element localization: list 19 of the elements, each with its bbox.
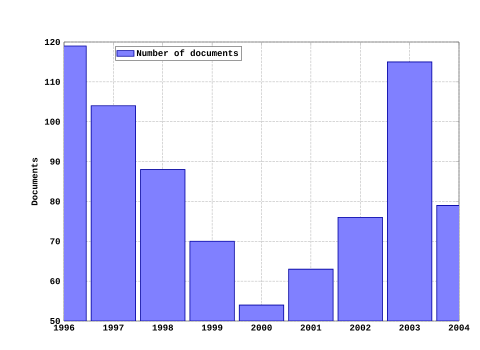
y-tick-label: 70 bbox=[50, 238, 60, 244]
y-tick-label: 50 bbox=[50, 318, 60, 324]
x-tick-label: 2002 bbox=[350, 324, 370, 331]
y-tick-label: 100 bbox=[44, 118, 60, 125]
x-tick-label: 1999 bbox=[202, 324, 222, 331]
x-tick-label: 1996 bbox=[54, 324, 74, 331]
x-tick-label: 2003 bbox=[399, 324, 420, 331]
y-tick-label: 120 bbox=[44, 38, 60, 46]
y-tick-label: 60 bbox=[50, 278, 60, 284]
legend-label: Number of documents bbox=[136, 49, 238, 56]
x-tick-label: 2004 bbox=[448, 324, 470, 331]
x-tick-label: 2000 bbox=[251, 324, 272, 331]
x-tick-label: 2001 bbox=[300, 324, 322, 331]
y-axis-title: Documents bbox=[31, 158, 38, 206]
x-tick-label: 1998 bbox=[152, 324, 174, 331]
y-tick-label: 110 bbox=[44, 78, 60, 85]
y-tick-label: 90 bbox=[50, 158, 60, 165]
y-tick-label: 80 bbox=[50, 198, 60, 204]
x-tick-label: 1997 bbox=[103, 324, 124, 331]
